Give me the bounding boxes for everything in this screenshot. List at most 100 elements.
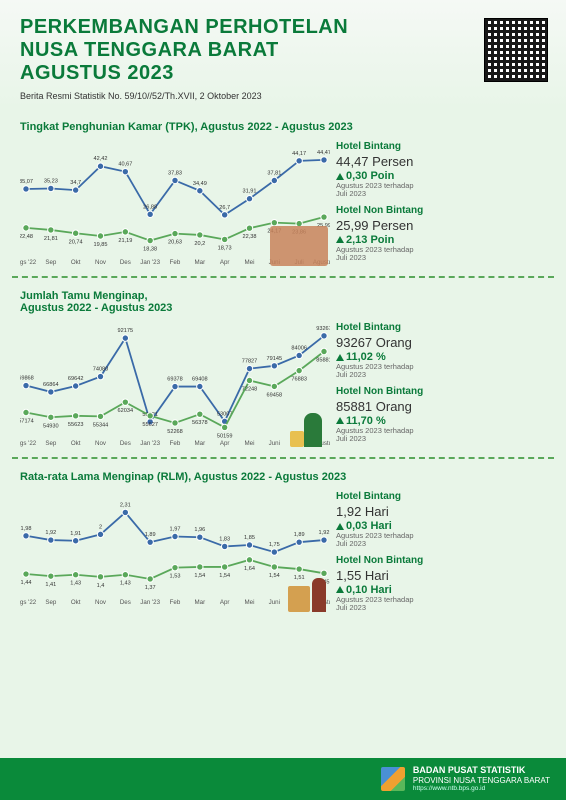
stat-note: Agustus 2023 terhadapJuli 2023 [336, 532, 546, 549]
stat-value: 93267 Orang [336, 335, 546, 350]
svg-text:18,38: 18,38 [143, 247, 157, 253]
svg-text:26,88: 26,88 [143, 204, 157, 210]
svg-text:Sep: Sep [45, 599, 57, 606]
svg-text:62034: 62034 [118, 408, 134, 414]
stat-heading: Hotel Non Bintang [336, 386, 546, 397]
svg-text:Mar: Mar [195, 440, 206, 447]
svg-text:1,89: 1,89 [294, 532, 305, 538]
svg-text:Okt: Okt [71, 440, 81, 447]
svg-text:66864: 66864 [43, 382, 59, 388]
svg-text:52268: 52268 [167, 429, 183, 435]
svg-text:Mei: Mei [245, 599, 255, 606]
svg-text:55344: 55344 [93, 422, 109, 428]
svg-text:69868: 69868 [20, 376, 34, 382]
svg-text:34,49: 34,49 [193, 181, 207, 187]
svg-text:Mar: Mar [195, 259, 206, 266]
footer-text: BADAN PUSAT STATISTIK PROVINSI NUSA TENG… [413, 765, 550, 793]
svg-text:Mei: Mei [245, 440, 255, 447]
svg-text:20,63: 20,63 [168, 240, 182, 246]
section-title: Rata-rata Lama Menginap (RLM), Agustus 2… [20, 471, 546, 483]
svg-text:1,91: 1,91 [70, 531, 81, 537]
svg-text:54930: 54930 [43, 423, 59, 429]
svg-text:Feb: Feb [170, 259, 181, 266]
stat-value: 25,99 Persen [336, 218, 546, 233]
svg-text:55627: 55627 [142, 422, 158, 428]
svg-text:Nov: Nov [95, 440, 107, 447]
svg-text:1,54: 1,54 [219, 573, 230, 579]
svg-text:37,81: 37,81 [267, 170, 281, 176]
page-title: PERKEMBANGAN PERHOTELAN NUSA TENGGARA BA… [20, 16, 546, 85]
svg-text:69408: 69408 [192, 377, 208, 383]
svg-text:31,91: 31,91 [243, 189, 257, 195]
stat-value: 1,55 Hari [336, 568, 546, 583]
svg-text:57174: 57174 [20, 419, 34, 425]
svg-text:50159: 50159 [217, 433, 233, 439]
stats-rlm: Hotel Bintang 1,92 Hari 0,03 Hari Agustu… [336, 487, 546, 618]
svg-text:37,83: 37,83 [168, 170, 182, 176]
title-line3: AGUSTUS 2023 [20, 62, 546, 85]
svg-text:2,31: 2,31 [120, 502, 131, 508]
footer: BADAN PUSAT STATISTIK PROVINSI NUSA TENG… [0, 758, 566, 800]
svg-text:69458: 69458 [267, 392, 283, 398]
svg-text:1,44: 1,44 [21, 580, 32, 586]
up-arrow-icon [336, 173, 344, 180]
svg-text:Okt: Okt [71, 259, 81, 266]
svg-text:77827: 77827 [242, 359, 258, 365]
stat-heading: Hotel Bintang [336, 322, 546, 333]
chart-tpk: 35,0735,2334,742,4240,6726,8837,8334,492… [20, 137, 330, 272]
svg-text:22,38: 22,38 [243, 234, 257, 240]
qr-code-icon [484, 18, 548, 82]
svg-text:1,43: 1,43 [120, 581, 131, 587]
svg-text:74080: 74080 [93, 367, 109, 373]
chart-rlm: 1,981,921,9122,311,891,971,961,831,851,7… [20, 487, 330, 618]
svg-text:1,53: 1,53 [170, 574, 181, 580]
svg-text:1,41: 1,41 [45, 582, 56, 588]
svg-text:1,43: 1,43 [70, 581, 81, 587]
up-arrow-icon [336, 236, 344, 243]
stat-note: Agustus 2023 terhadapJuli 2023 [336, 427, 546, 444]
svg-text:20,2: 20,2 [194, 241, 205, 247]
svg-text:Des: Des [120, 599, 131, 606]
svg-text:Sep: Sep [45, 259, 57, 266]
svg-text:Juni: Juni [269, 440, 280, 447]
svg-text:Juni: Juni [269, 599, 280, 606]
stats-tamu: Hotel Bintang 93267 Orang 11,02 % Agustu… [336, 318, 546, 453]
svg-text:Apr: Apr [220, 599, 230, 606]
svg-text:Jan '23: Jan '23 [140, 599, 160, 606]
stat-value: 44,47 Persen [336, 154, 546, 169]
svg-text:76883: 76883 [291, 377, 307, 383]
stat-note: Agustus 2023 terhadapJuli 2023 [336, 182, 546, 199]
svg-text:Okt: Okt [71, 599, 81, 606]
stat-heading: Hotel Bintang [336, 141, 546, 152]
svg-text:1,92: 1,92 [45, 530, 56, 536]
up-arrow-icon [336, 586, 344, 593]
svg-text:69642: 69642 [68, 376, 84, 382]
svg-text:Ags '22: Ags '22 [20, 599, 37, 606]
svg-text:22,48: 22,48 [20, 234, 33, 240]
svg-text:Mar: Mar [195, 599, 206, 606]
svg-text:Des: Des [120, 259, 131, 266]
stat-heading: Hotel Bintang [336, 491, 546, 502]
up-arrow-icon [336, 523, 344, 530]
svg-text:42,42: 42,42 [94, 156, 108, 162]
stat-value: 1,92 Hari [336, 504, 546, 519]
traveler-icon [280, 403, 328, 447]
stat-value: 85881 Orang [336, 399, 546, 414]
up-arrow-icon [336, 354, 344, 361]
svg-text:1,75: 1,75 [269, 542, 280, 548]
svg-text:Feb: Feb [170, 440, 181, 447]
svg-text:55623: 55623 [68, 422, 84, 428]
svg-text:40,67: 40,67 [118, 162, 132, 168]
svg-text:93267: 93267 [316, 326, 330, 332]
svg-text:18,73: 18,73 [218, 245, 232, 251]
svg-text:Des: Des [120, 440, 131, 447]
section-tamu: Jumlah Tamu Menginap, Agustus 2022 - Agu… [12, 284, 554, 459]
svg-text:85881: 85881 [316, 358, 330, 364]
svg-text:21,19: 21,19 [118, 238, 132, 244]
svg-text:1,4: 1,4 [97, 583, 105, 589]
svg-text:1,54: 1,54 [269, 573, 280, 579]
svg-text:1,83: 1,83 [219, 536, 230, 542]
svg-text:Jan '23: Jan '23 [140, 259, 160, 266]
section-title: Jumlah Tamu Menginap, Agustus 2022 - Agu… [20, 290, 546, 314]
bellhop-icon [282, 568, 328, 612]
